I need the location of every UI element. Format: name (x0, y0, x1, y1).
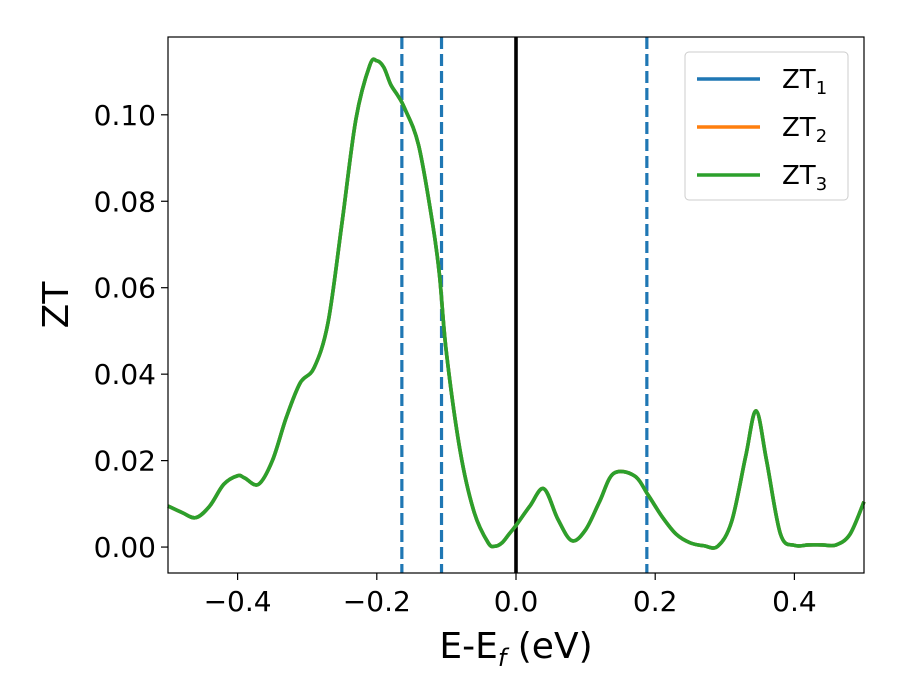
legend-label-zt3: ZT3 (782, 161, 827, 195)
x-tick-label: 0.2 (633, 585, 678, 618)
y-tick-label: 0.10 (94, 99, 156, 132)
legend-label-zt1: ZT1 (782, 65, 827, 99)
legend-label-zt2: ZT2 (782, 113, 827, 147)
legend-entries: ZT1 ZT2 ZT3 (697, 65, 827, 195)
y-axis-label: ZT (36, 281, 77, 329)
x-axis-label: E-Ef (eV) (439, 626, 592, 672)
series-lines (167, 57, 866, 550)
x-tick-label: −0.2 (343, 585, 411, 618)
y-tick-label: 0.00 (94, 531, 156, 564)
y-axis-ticks: 0.00 0.02 0.04 0.06 0.08 0.10 (94, 99, 168, 564)
x-axis-ticks: −0.4 −0.2 0.0 0.2 0.4 (204, 573, 817, 618)
legend-box (684, 51, 849, 201)
x-tick-label: −0.4 (204, 585, 272, 618)
y-tick-label: 0.06 (94, 272, 156, 305)
series-line-zt3 (167, 57, 866, 550)
y-tick-label: 0.02 (94, 445, 156, 478)
legend: ZT1 ZT2 ZT3 (684, 51, 849, 201)
y-tick-label: 0.04 (94, 358, 156, 391)
y-tick-label: 0.08 (94, 185, 156, 218)
x-tick-label: 0.4 (772, 585, 817, 618)
x-tick-label: 0.0 (494, 585, 539, 618)
reference-lines (400, 37, 649, 573)
